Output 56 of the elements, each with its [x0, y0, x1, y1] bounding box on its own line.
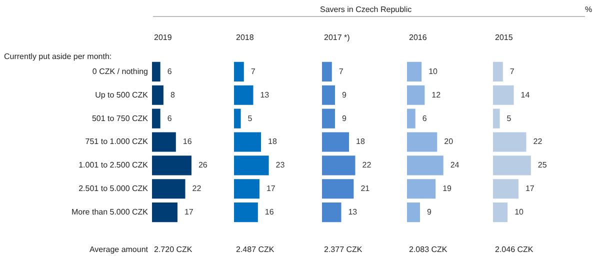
data-label: 14 — [520, 90, 530, 100]
text: % — [585, 5, 592, 15]
data-label: 18 — [356, 137, 366, 146]
y-tick-label: 501 to 750 CZK — [92, 114, 149, 123]
text: 2.083 CZK — [409, 245, 448, 255]
data-label: 22 — [533, 137, 543, 146]
text: 2.487 CZK — [236, 245, 274, 255]
data-label: 23 — [276, 160, 286, 170]
data-label: 13 — [348, 207, 358, 216]
data-label: 17 — [184, 207, 194, 216]
y-tick-label: 0 CZK / nothing — [92, 66, 148, 76]
data-label: 7 — [510, 66, 515, 76]
data-label: 7 — [250, 66, 256, 76]
data-label: 25 — [538, 160, 548, 170]
text: Currently put aside per month: — [4, 52, 112, 62]
data-label: 12 — [432, 90, 442, 100]
data-label: 6 — [422, 114, 428, 123]
data-label: 24 — [450, 160, 460, 170]
data-label: 17 — [525, 184, 535, 194]
y-tick-label: 1.001 to 2.500 CZK — [78, 160, 149, 170]
text: 2.046 CZK — [495, 245, 534, 255]
data-label: 10 — [514, 207, 524, 216]
data-label: 19 — [442, 184, 452, 194]
y-tick-label: More than 5.000 CZK — [72, 207, 149, 216]
data-label: 21 — [360, 184, 370, 194]
text: Savers in Czech Republic — [320, 5, 412, 15]
data-label: 16 — [264, 207, 274, 216]
y-tick-label: Up to 500 CZK — [95, 90, 149, 100]
chart-title: 2015 — [495, 33, 513, 43]
text: 2.720 CZK — [154, 245, 192, 255]
y-tick-label: 2.501 to 5.000 CZK — [78, 184, 149, 194]
data-label: 9 — [427, 207, 432, 216]
data-label: 13 — [260, 90, 270, 100]
data-label: 10 — [428, 66, 438, 76]
data-label: 26 — [198, 160, 208, 170]
data-label: 9 — [342, 90, 348, 100]
data-label: 6 — [167, 114, 172, 123]
data-label: 6 — [167, 66, 172, 76]
data-label: 22 — [192, 184, 202, 194]
data-label: 8 — [170, 90, 176, 100]
chart-title: 2018 — [236, 33, 254, 43]
text: 2.377 CZK — [324, 245, 362, 255]
data-label: 20 — [444, 137, 454, 146]
data-label: 7 — [338, 66, 344, 76]
chart-title: 2019 — [154, 33, 172, 43]
text: Average amount — [88, 245, 148, 255]
chart-title: 2016 — [409, 33, 427, 43]
data-label: 18 — [268, 137, 278, 146]
data-label: 17 — [266, 184, 276, 194]
data-label: 5 — [248, 114, 253, 123]
chart-title: 2017 *) — [324, 33, 350, 43]
data-label: 9 — [342, 114, 348, 123]
data-label: 22 — [362, 160, 372, 170]
y-tick-label: 751 to 1.000 CZK — [85, 137, 149, 146]
data-label: 16 — [182, 137, 192, 146]
data-label: 5 — [506, 114, 512, 123]
